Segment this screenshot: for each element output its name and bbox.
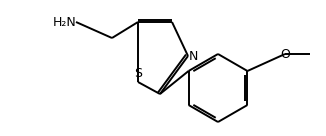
Text: N: N bbox=[189, 50, 199, 63]
Text: H₂N: H₂N bbox=[52, 16, 76, 29]
Text: O: O bbox=[280, 47, 290, 61]
Text: S: S bbox=[134, 67, 142, 80]
